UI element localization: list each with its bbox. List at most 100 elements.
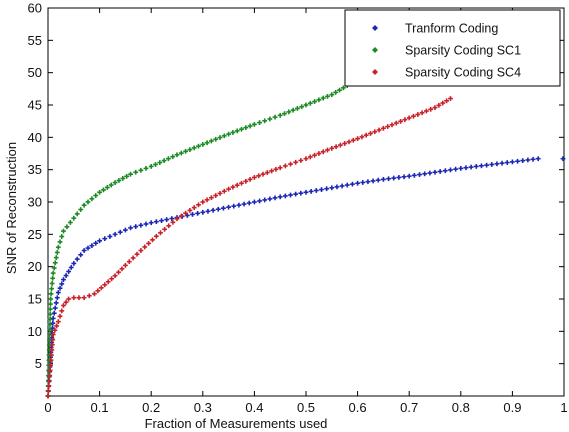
data-point <box>191 145 197 151</box>
data-point <box>150 237 155 243</box>
data-point <box>153 219 159 225</box>
data-point <box>71 295 77 301</box>
data-point <box>59 281 65 287</box>
data-point <box>257 120 262 125</box>
data-point <box>417 172 422 177</box>
data-point <box>59 308 65 314</box>
data-point <box>226 204 231 210</box>
data-point <box>515 158 520 164</box>
data-point <box>164 217 170 222</box>
data-point <box>128 171 133 177</box>
data-point <box>525 157 531 163</box>
data-point <box>47 327 53 333</box>
data-point <box>53 300 59 306</box>
data-point <box>329 185 335 191</box>
data-point <box>316 97 322 103</box>
data-point <box>262 197 268 203</box>
data-point <box>272 195 278 201</box>
data-point <box>200 199 206 205</box>
data-point <box>63 299 69 305</box>
data-point <box>381 176 386 182</box>
data-point <box>55 319 61 325</box>
data-point <box>230 130 236 135</box>
data-point <box>243 178 249 184</box>
data-point <box>210 207 216 213</box>
data-point <box>48 296 53 302</box>
data-point <box>325 93 330 99</box>
data-point <box>142 244 148 250</box>
data-point <box>401 174 407 180</box>
legend-label: Tranform Coding <box>405 22 498 36</box>
data-point <box>520 158 526 164</box>
x-tick-label: 0 <box>44 400 51 415</box>
data-point <box>66 269 72 274</box>
data-point <box>119 266 125 272</box>
data-point <box>204 140 210 146</box>
data-point <box>286 109 292 115</box>
data-point <box>560 156 566 162</box>
data-point <box>54 295 60 301</box>
data-point <box>419 110 425 116</box>
data-point <box>333 144 339 150</box>
data-point <box>307 100 313 106</box>
data-point <box>269 168 274 174</box>
data-point <box>303 156 309 162</box>
data-point <box>458 165 464 171</box>
data-point <box>234 182 240 188</box>
data-point <box>48 301 53 307</box>
data-point <box>50 320 56 326</box>
data-point <box>484 162 489 168</box>
data-point <box>178 150 184 156</box>
data-point <box>277 194 283 200</box>
data-point <box>293 159 299 165</box>
data-point <box>535 156 541 162</box>
data-point <box>437 169 443 174</box>
data-point <box>204 197 210 203</box>
data-point <box>252 122 257 127</box>
data-point <box>112 180 118 185</box>
data-point <box>89 243 95 249</box>
data-point <box>338 142 343 148</box>
data-point <box>246 200 252 206</box>
data-point <box>337 87 342 93</box>
data-point <box>432 105 438 110</box>
data-point <box>138 248 144 253</box>
data-point <box>252 175 257 180</box>
data-point <box>138 167 144 173</box>
data-point <box>148 220 154 226</box>
data-point <box>313 188 319 193</box>
data-point <box>187 147 193 153</box>
data-point <box>159 218 164 224</box>
data-point <box>217 135 223 140</box>
data-point <box>81 248 87 253</box>
data-point <box>49 347 55 353</box>
data-point <box>178 213 184 219</box>
data-point <box>92 291 97 297</box>
x-tick-label: 0.5 <box>297 400 315 415</box>
data-point <box>187 208 193 213</box>
data-point <box>213 136 219 142</box>
data-point <box>174 152 180 158</box>
data-point <box>52 305 58 311</box>
data-point <box>215 206 221 212</box>
series-1 <box>45 156 541 399</box>
data-point <box>81 202 87 208</box>
data-point <box>299 104 305 110</box>
data-point <box>341 85 346 91</box>
data-point <box>116 269 121 275</box>
data-point <box>51 310 57 316</box>
y-tick-label: 50 <box>28 65 42 80</box>
series-3 <box>45 96 453 399</box>
data-point <box>422 171 428 177</box>
data-point <box>49 352 54 358</box>
data-point <box>63 273 69 278</box>
data-point <box>71 261 77 266</box>
data-point <box>398 118 403 124</box>
data-point <box>133 224 139 229</box>
data-point <box>93 240 99 246</box>
data-point <box>64 224 70 230</box>
data-point <box>350 181 355 187</box>
data-point <box>411 172 417 178</box>
data-point <box>153 162 158 167</box>
